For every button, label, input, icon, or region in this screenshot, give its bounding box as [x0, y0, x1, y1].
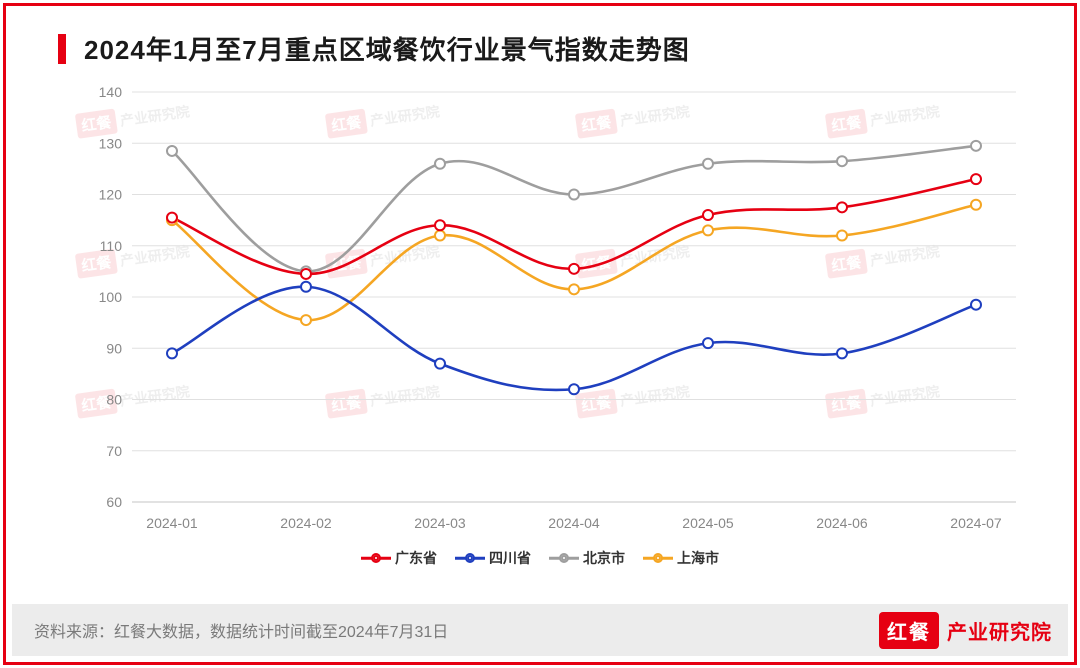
svg-text:60: 60 [106, 494, 122, 510]
svg-text:2024-07: 2024-07 [950, 515, 1002, 531]
series-marker [167, 146, 177, 156]
line-chart: 60 70 80 90 100 110 120 130 140 2024-01 2024-02 202… [76, 82, 1036, 542]
title-row: 2024年1月至7月重点区域餐饮行业景气指数走势图 [58, 30, 690, 67]
legend-item: 北京市 [549, 548, 625, 568]
series-marker [569, 264, 579, 274]
svg-text:70: 70 [106, 443, 122, 459]
series-line [172, 146, 976, 272]
series-marker [971, 300, 981, 310]
legend-line-icon [455, 553, 485, 563]
svg-text:140: 140 [99, 84, 123, 100]
svg-text:110: 110 [100, 238, 123, 254]
legend-label: 北京市 [583, 548, 625, 568]
footer-bar: 资料来源：红餐大数据，数据统计时间截至2024年7月31日 红餐 产业研究院 [12, 604, 1068, 656]
series-marker [703, 225, 713, 235]
svg-text:2024-03: 2024-03 [414, 515, 466, 531]
svg-text:2024-04: 2024-04 [548, 515, 600, 531]
legend-dot-icon [371, 553, 381, 563]
svg-text:2024-05: 2024-05 [682, 515, 734, 531]
source-text: 资料来源：红餐大数据，数据统计时间截至2024年7月31日 [34, 618, 448, 642]
legend-dot-icon [465, 553, 475, 563]
chart-area: 60 70 80 90 100 110 120 130 140 2024-01 2024-02 202… [76, 82, 1036, 542]
series-marker [167, 348, 177, 358]
legend-item: 上海市 [643, 548, 719, 568]
series-marker [837, 156, 847, 166]
series-marker [837, 348, 847, 358]
series-marker [971, 200, 981, 210]
legend: 广东省 四川省 北京市 上海市 [6, 548, 1074, 568]
svg-text:2024-01: 2024-01 [146, 515, 198, 531]
series-marker [837, 202, 847, 212]
series-marker [703, 159, 713, 169]
legend-dot-icon [559, 553, 569, 563]
series-marker [435, 231, 445, 241]
series-marker [837, 231, 847, 241]
svg-text:2024-06: 2024-06 [816, 515, 868, 531]
series-marker [569, 190, 579, 200]
svg-text:120: 120 [99, 187, 123, 203]
series-marker [301, 282, 311, 292]
legend-dot-icon [653, 553, 663, 563]
svg-text:80: 80 [106, 392, 122, 408]
chart-title: 2024年1月至7月重点区域餐饮行业景气指数走势图 [84, 30, 690, 67]
legend-label: 上海市 [677, 548, 719, 568]
svg-text:100: 100 [99, 289, 123, 305]
legend-label: 四川省 [489, 548, 531, 568]
legend-line-icon [643, 553, 673, 563]
legend-item: 广东省 [361, 548, 437, 568]
legend-label: 广东省 [395, 548, 437, 568]
series-line [172, 205, 976, 320]
series-marker [301, 269, 311, 279]
series-marker [703, 338, 713, 348]
logo-block: 红餐 产业研究院 [879, 612, 1052, 649]
legend-line-icon [549, 553, 579, 563]
outer-frame: 2024年1月至7月重点区域餐饮行业景气指数走势图 红餐产业研究院红餐产业研究院… [3, 3, 1077, 665]
series-marker [301, 315, 311, 325]
series-marker [435, 359, 445, 369]
series-marker [703, 210, 713, 220]
series-marker [971, 174, 981, 184]
svg-text:130: 130 [99, 135, 123, 151]
series-line [172, 287, 976, 390]
series-marker [569, 284, 579, 294]
legend-line-icon [361, 553, 391, 563]
series-marker [971, 141, 981, 151]
logo-badge: 红餐 [879, 612, 939, 649]
series-marker [569, 384, 579, 394]
svg-text:2024-02: 2024-02 [280, 515, 332, 531]
series-marker [435, 220, 445, 230]
series-marker [167, 213, 177, 223]
legend-item: 四川省 [455, 548, 531, 568]
logo-subtext: 产业研究院 [947, 616, 1052, 645]
series-marker [435, 159, 445, 169]
svg-text:90: 90 [106, 340, 122, 356]
title-accent-bar [58, 34, 66, 64]
